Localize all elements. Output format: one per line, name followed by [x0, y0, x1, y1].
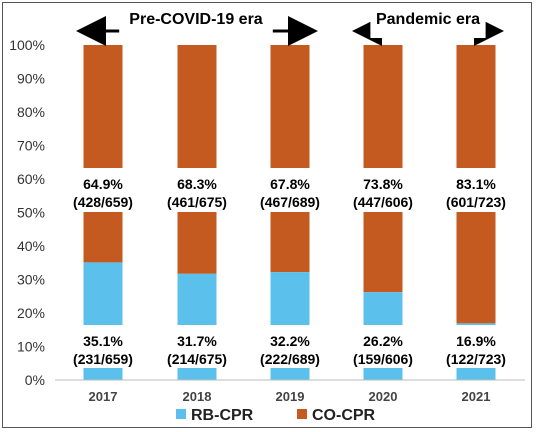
- label-band-upper-2019: [240, 168, 340, 212]
- era-label-background: [370, 8, 486, 38]
- y-tick-label: 0%: [25, 372, 45, 388]
- bar-co-cpr-2019: [270, 45, 310, 273]
- label-band-upper-2017: [53, 168, 153, 212]
- label-band-lower-2019: [240, 325, 340, 368]
- y-tick-label: 40%: [17, 238, 45, 254]
- y-tick-label: 20%: [17, 305, 45, 321]
- co-cpr-percent-label: 83.1%: [456, 176, 496, 192]
- y-tick-label: 50%: [17, 205, 45, 221]
- label-band-upper-2020: [333, 168, 433, 212]
- y-tick-label: 100%: [9, 37, 45, 53]
- co-cpr-count-label: (447/606): [353, 194, 413, 210]
- era-label-background: [119, 8, 273, 38]
- label-band-lower-2021: [426, 325, 526, 368]
- rb-cpr-percent-label: 26.2%: [363, 333, 403, 349]
- co-cpr-count-label: (601/723): [446, 194, 506, 210]
- x-axis: 2017 2018 2019 2020 2021: [55, 379, 525, 404]
- legend-label: CO-CPR: [312, 407, 376, 424]
- x-tick-label: 2018: [183, 389, 212, 404]
- legend: RB-CPR CO-CPR: [176, 407, 376, 424]
- y-tick-label: 60%: [17, 171, 45, 187]
- label-band-upper-2018: [147, 168, 247, 212]
- label-band-lower-2017: [53, 325, 153, 368]
- rb-cpr-count-label: (231/659): [73, 351, 133, 367]
- x-tick-label: 2020: [369, 389, 398, 404]
- legend-swatch-rb-cpr: [176, 409, 186, 419]
- y-axis: 0% 10% 20% 30% 40% 50% 60% 70% 80% 90% 100%: [9, 37, 45, 388]
- rb-cpr-percent-label: 35.1%: [83, 333, 123, 349]
- x-tick-label: 2021: [462, 389, 491, 404]
- rb-cpr-count-label: (159/606): [353, 351, 413, 367]
- era-annotations: Pre-COVID-19 era Pandemic era: [76, 8, 504, 46]
- y-tick-label: 10%: [17, 339, 45, 355]
- co-cpr-count-label: (461/675): [167, 194, 227, 210]
- data-label-layer: 64.9% (428/659) 35.1% (231/659) 68.3% (461/67…: [73, 176, 506, 367]
- chart-frame: [2, 2, 532, 428]
- rb-cpr-percent-label: 32.2%: [270, 333, 310, 349]
- co-cpr-percent-label: 67.8%: [270, 176, 310, 192]
- legend-label: RB-CPR: [191, 407, 254, 424]
- rb-cpr-count-label: (214/675): [167, 351, 227, 367]
- label-band-upper-2021: [426, 168, 526, 212]
- era-label: Pre-COVID-19 era: [129, 11, 262, 28]
- rb-cpr-count-label: (222/689): [260, 351, 320, 367]
- y-tick-label: 80%: [17, 104, 45, 120]
- y-tick-label: 90%: [17, 71, 45, 87]
- bar-co-cpr-2017: [83, 45, 123, 263]
- bar-co-cpr-2018: [177, 45, 217, 274]
- co-cpr-percent-label: 68.3%: [177, 176, 217, 192]
- label-band-lower-2018: [147, 325, 247, 368]
- y-tick-label: 70%: [17, 138, 45, 154]
- rb-cpr-count-label: (122/723): [446, 351, 506, 367]
- rb-cpr-percent-label: 16.9%: [456, 333, 496, 349]
- x-tick-label: 2019: [276, 389, 305, 404]
- bar-layer: [53, 45, 526, 380]
- x-tick-label: 2017: [89, 389, 118, 404]
- co-cpr-percent-label: 64.9%: [83, 176, 123, 192]
- co-cpr-percent-label: 73.8%: [363, 176, 403, 192]
- y-tick-label: 30%: [17, 272, 45, 288]
- era-label: Pandemic era: [376, 11, 480, 28]
- rb-cpr-percent-label: 31.7%: [177, 333, 217, 349]
- co-cpr-count-label: (428/659): [73, 194, 133, 210]
- co-cpr-count-label: (467/689): [260, 194, 320, 210]
- legend-swatch-co-cpr: [297, 409, 307, 419]
- label-band-lower-2020: [333, 325, 433, 368]
